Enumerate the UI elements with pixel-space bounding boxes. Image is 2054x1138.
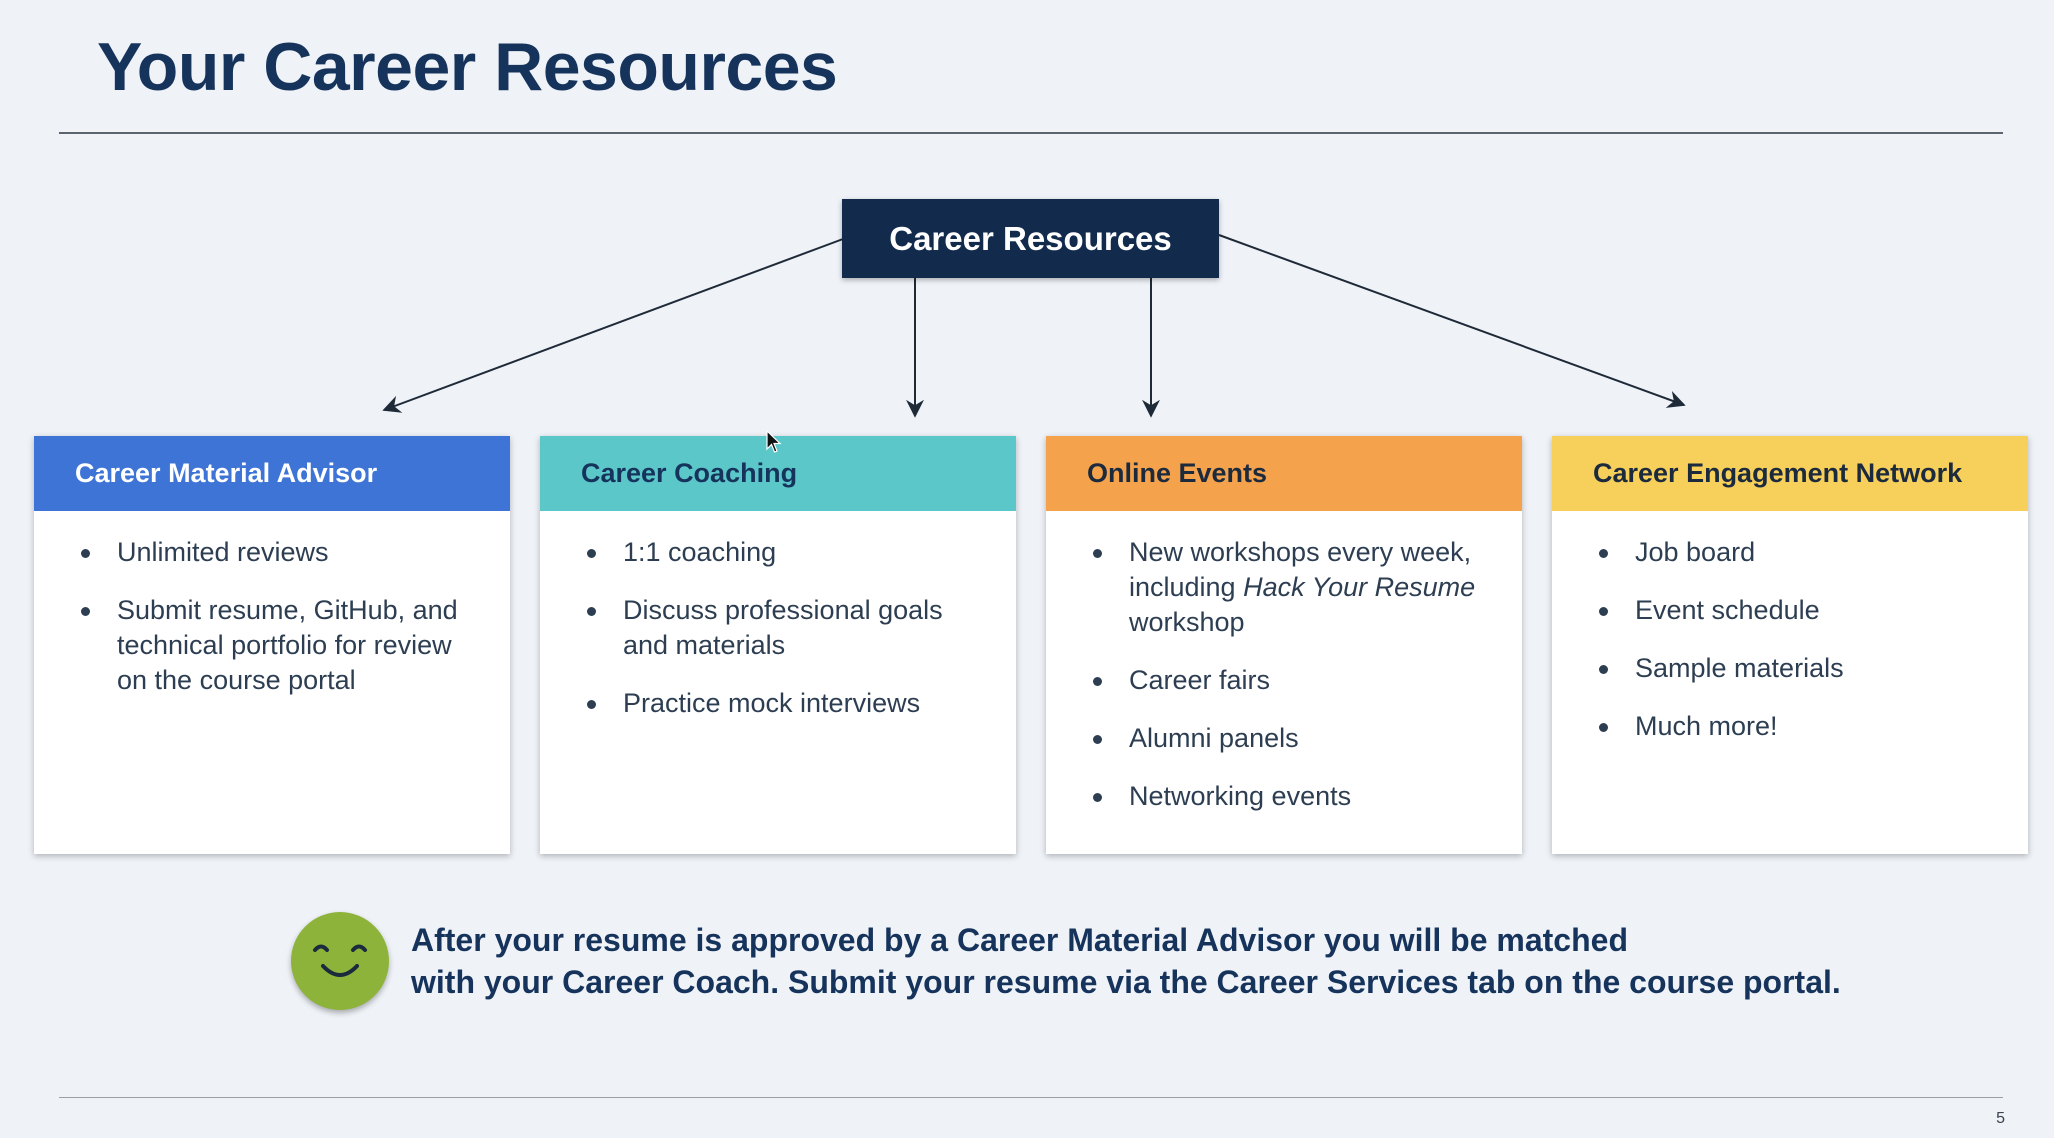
- list-item: Discuss professional goals and materials: [587, 593, 986, 663]
- card-career-coaching: Career Coaching 1:1 coaching Discuss pro…: [540, 436, 1016, 854]
- footer-note-line: After your resume is approved by a Caree…: [411, 922, 1628, 958]
- bullet-icon: [1093, 735, 1102, 744]
- list-item: Practice mock interviews: [587, 686, 986, 721]
- bullet-icon: [1093, 793, 1102, 802]
- list-item: Much more!: [1599, 709, 1998, 744]
- arrow-to-career-material-advisor: [382, 238, 844, 413]
- list-item: Unlimited reviews: [81, 535, 480, 570]
- card-list: Unlimited reviews Submit resume, GitHub,…: [34, 535, 510, 698]
- page-title: Your Career Resources: [97, 29, 838, 105]
- card-header: Career Coaching: [540, 436, 1016, 511]
- list-item: Event schedule: [1599, 593, 1998, 628]
- footer-note-line: with your Career Coach. Submit your resu…: [411, 964, 1841, 1000]
- mouse-cursor-icon: [766, 430, 782, 453]
- footer-note-text: After your resume is approved by a Caree…: [411, 919, 1841, 1003]
- list-item: Job board: [1599, 535, 1998, 570]
- list-item: Alumni panels: [1093, 721, 1492, 756]
- list-item: Career fairs: [1093, 663, 1492, 698]
- card-header: Career Material Advisor: [34, 436, 510, 511]
- smiley-face-icon: [291, 912, 389, 1010]
- bullet-icon: [81, 607, 90, 616]
- card-online-events: Online Events New workshops every week, …: [1046, 436, 1522, 854]
- page-number: 5: [1996, 1110, 2005, 1127]
- root-node-career-resources: Career Resources: [842, 199, 1219, 278]
- card-header: Career Engagement Network: [1552, 436, 2028, 511]
- card-list: 1:1 coaching Discuss professional goals …: [540, 535, 1016, 721]
- bullet-icon: [587, 549, 596, 558]
- footer-note: After your resume is approved by a Caree…: [291, 911, 1841, 1011]
- bullet-icon: [587, 607, 596, 616]
- card-career-engagement-network: Career Engagement Network Job board Even…: [1552, 436, 2028, 854]
- bullet-icon: [1599, 723, 1608, 732]
- bullet-icon: [1599, 607, 1608, 616]
- title-divider: [59, 132, 2003, 134]
- bullet-icon: [81, 549, 90, 558]
- list-item: Sample materials: [1599, 651, 1998, 686]
- bullet-icon: [1093, 549, 1102, 558]
- card-header: Online Events: [1046, 436, 1522, 511]
- list-item: New workshops every week, including Hack…: [1093, 535, 1492, 640]
- card-list: Job board Event schedule Sample material…: [1552, 535, 2028, 744]
- card-career-material-advisor: Career Material Advisor Unlimited review…: [34, 436, 510, 854]
- bullet-icon: [587, 700, 596, 709]
- arrow-to-career-engagement-network: [1218, 234, 1686, 408]
- bullet-icon: [1599, 665, 1608, 674]
- list-item: 1:1 coaching: [587, 535, 986, 570]
- footer-divider: [59, 1097, 2003, 1098]
- card-list: New workshops every week, including Hack…: [1046, 535, 1522, 814]
- bullet-icon: [1599, 549, 1608, 558]
- list-item: Submit resume, GitHub, and technical por…: [81, 593, 480, 698]
- list-item: Networking events: [1093, 779, 1492, 814]
- bullet-icon: [1093, 677, 1102, 686]
